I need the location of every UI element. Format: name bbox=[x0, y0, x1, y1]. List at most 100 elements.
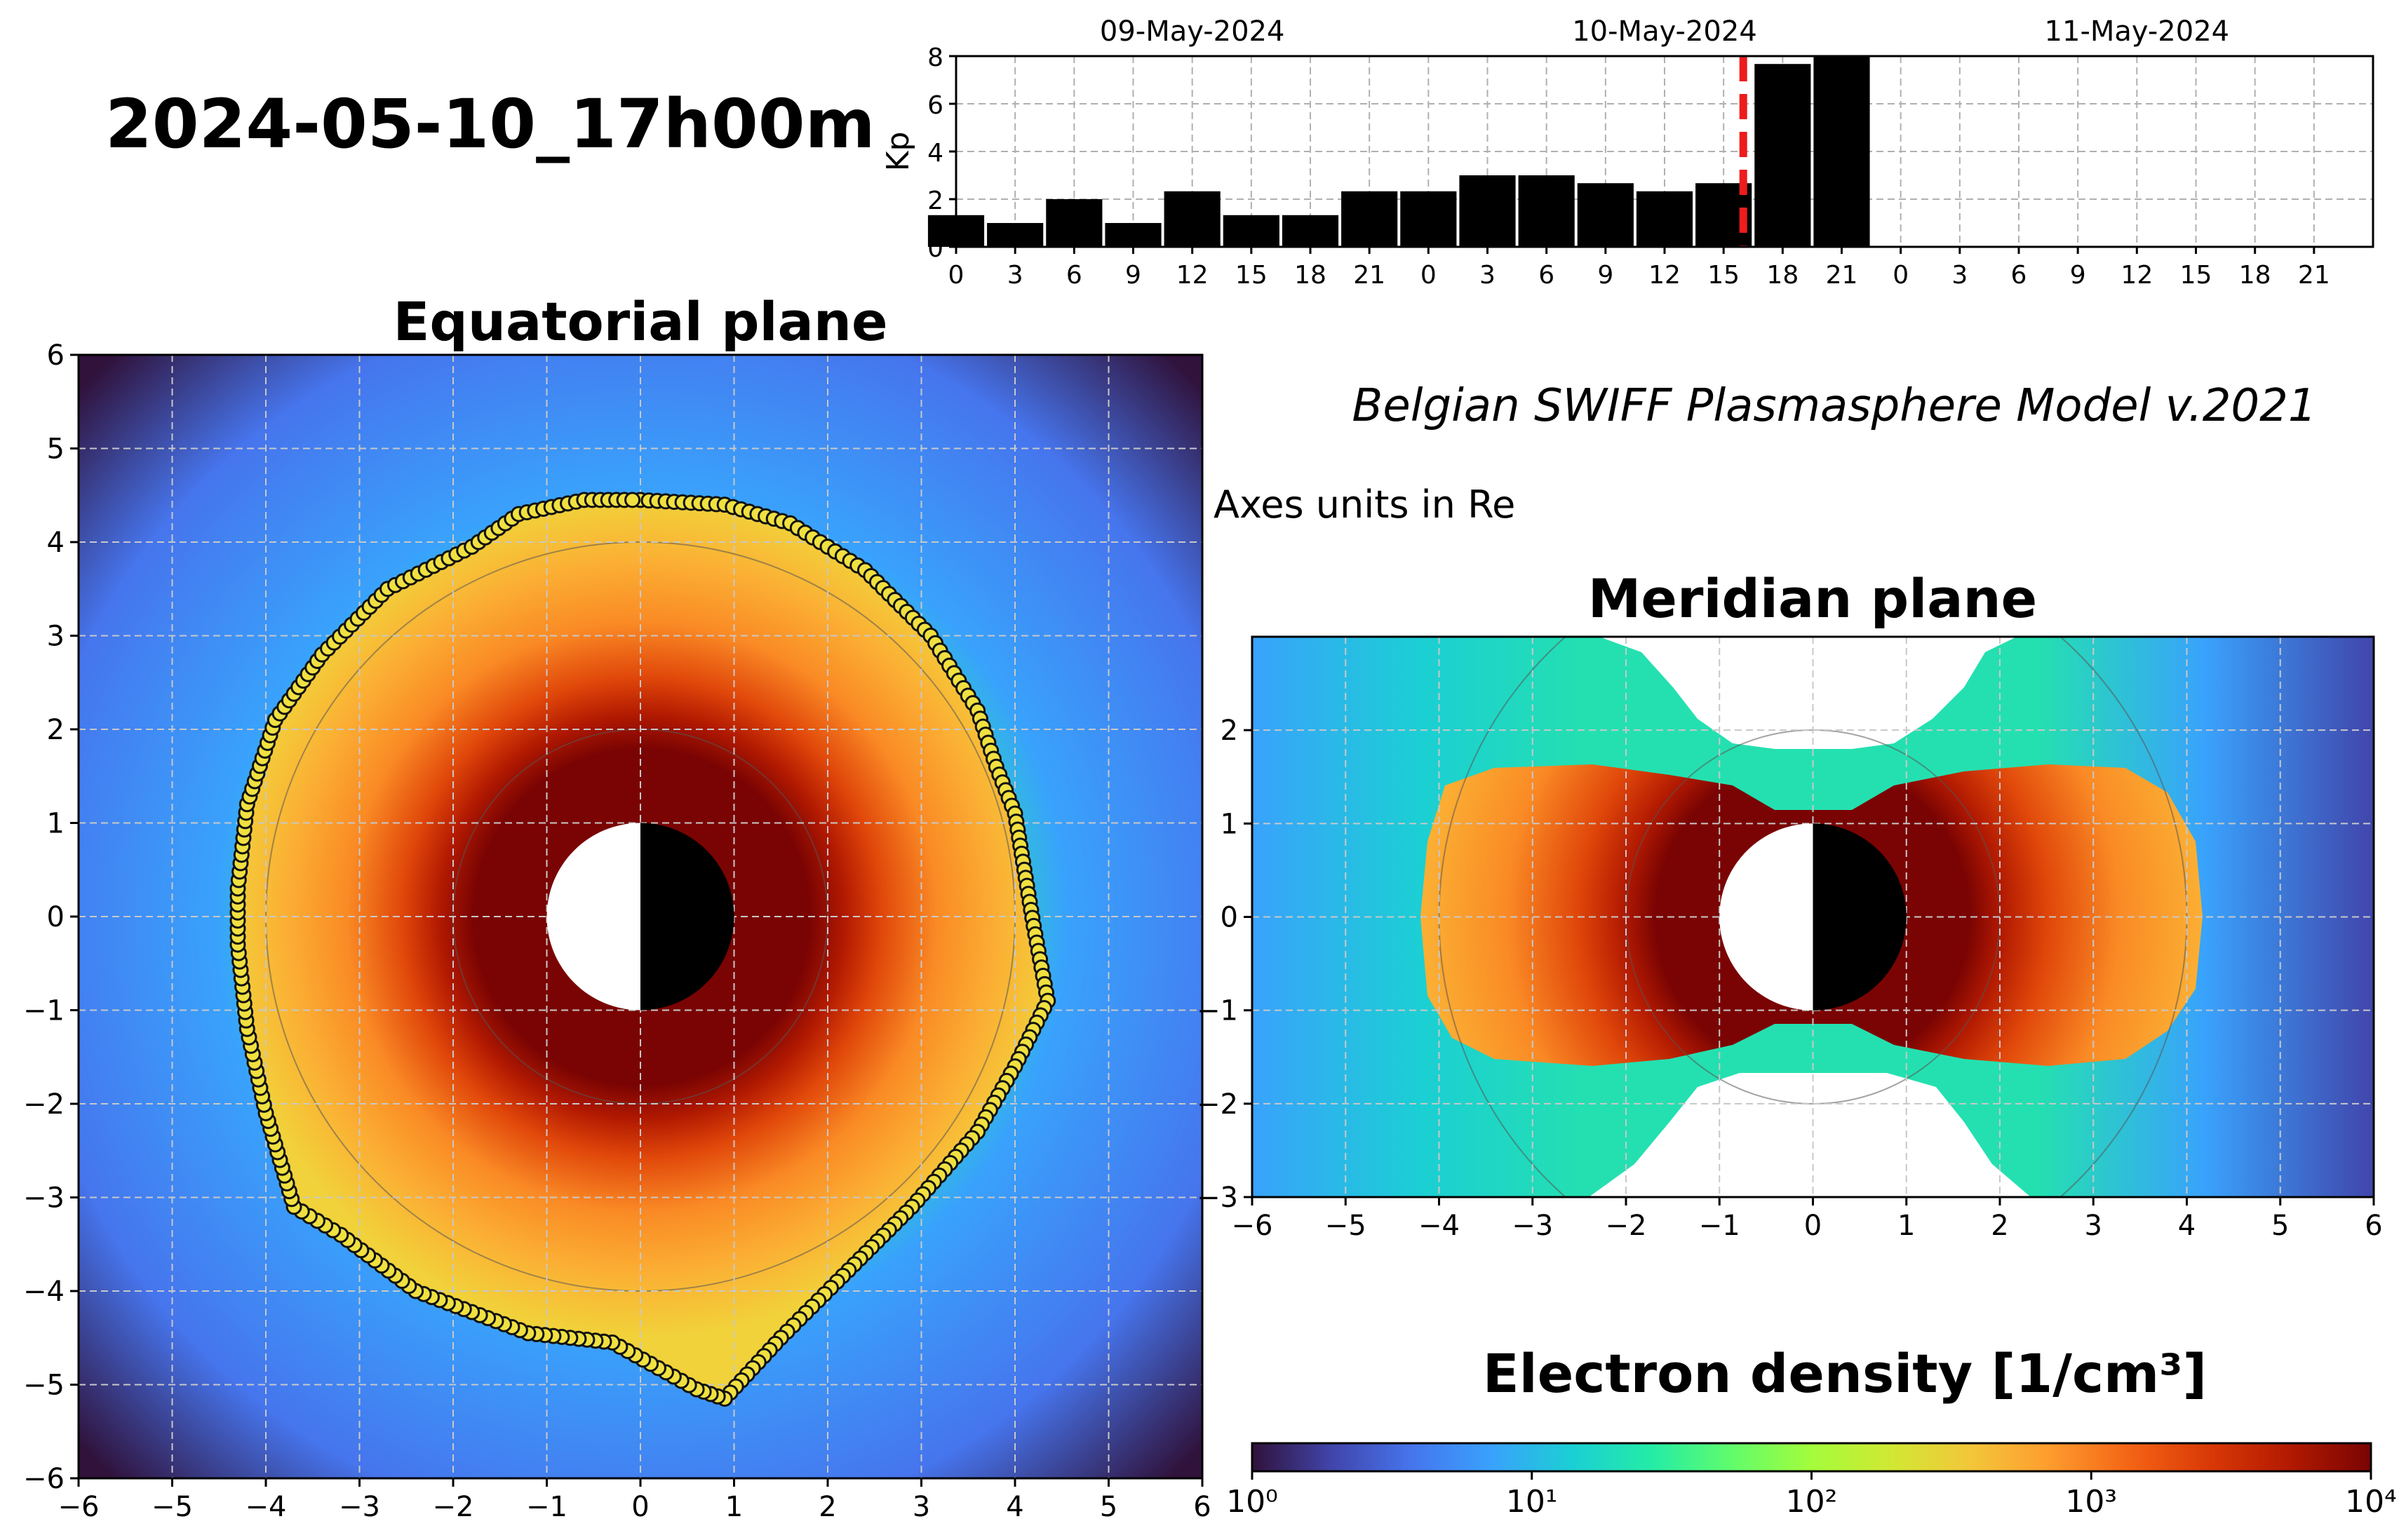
equatorial-ytick-label: −2 bbox=[23, 1088, 65, 1121]
colorbar-tick-label: 10² bbox=[1786, 1484, 1838, 1520]
meridian-plasmasphere-west bbox=[1420, 764, 1775, 1066]
kp-y-ticks: 0 2 4 6 8 bbox=[927, 43, 956, 263]
equatorial-ytick-label: 2 bbox=[47, 714, 65, 746]
kp-xtick-label: 0 bbox=[1420, 261, 1437, 290]
equatorial-ytick-label: 0 bbox=[47, 901, 65, 933]
meridian-ytick-label: 2 bbox=[1221, 715, 1238, 747]
kp-xtick-label: 18 bbox=[2239, 261, 2271, 290]
kp-xtick-label: 3 bbox=[1007, 261, 1023, 290]
meridian-earth-night-side bbox=[1813, 823, 1907, 1011]
kp-bar bbox=[1105, 223, 1162, 247]
kp-date-labels: 09-May-2024 10-May-2024 11-May-2024 bbox=[1100, 15, 2229, 48]
kp-ytick-label: 4 bbox=[927, 139, 943, 168]
kp-xtick-label: 0 bbox=[948, 261, 965, 290]
kp-xtick-label: 6 bbox=[1538, 261, 1554, 290]
kp-ytick-label: 0 bbox=[927, 234, 943, 263]
kp-bar bbox=[1341, 191, 1398, 247]
equatorial-xtick-label: 2 bbox=[819, 1491, 836, 1523]
kp-xtick-label: 9 bbox=[1597, 261, 1613, 290]
earth-day-side bbox=[546, 823, 640, 1011]
kp-bar bbox=[1813, 56, 1870, 247]
meridian-plasmasphere-east bbox=[1852, 764, 2203, 1066]
meridian-xtick-label: 1 bbox=[1897, 1210, 1915, 1242]
kp-date-label: 11-May-2024 bbox=[2045, 15, 2230, 48]
equatorial-xtick-label: −2 bbox=[433, 1491, 474, 1523]
kp-xtick-label: 12 bbox=[2121, 261, 2153, 290]
equatorial-xtick-label: −3 bbox=[339, 1491, 380, 1523]
kp-xtick-label: 3 bbox=[1951, 261, 1968, 290]
meridian-xtick-label: −5 bbox=[1325, 1210, 1366, 1242]
kp-xtick-label: 15 bbox=[2180, 261, 2212, 290]
kp-chart: 0 2 4 6 8 0 3 6 9 12 15 18 21 0 3 6 9 12 15 18 21 0 3 6 9 12 15 18… bbox=[880, 15, 2374, 290]
kp-xtick-label: 9 bbox=[2070, 261, 2086, 290]
timestamp-title: 2024-05-10_17h00m bbox=[105, 85, 875, 163]
kp-x-ticks: 0 3 6 9 12 15 18 21 0 3 6 9 12 15 18 21 0 3 6 9 12 15 18 21 bbox=[948, 247, 2330, 290]
earth-night-side bbox=[640, 823, 734, 1011]
colorbar-title: Electron density [1/cm³] bbox=[1483, 1342, 2207, 1405]
meridian-x-ticks: −6 −5 −4 −3 −2 −1 0 1 2 3 4 5 6 bbox=[1232, 1197, 2383, 1242]
equatorial-xtick-label: 0 bbox=[631, 1491, 649, 1523]
kp-bar bbox=[1518, 175, 1575, 247]
kp-bar bbox=[1636, 191, 1693, 247]
equatorial-title: Equatorial plane bbox=[394, 290, 888, 353]
meridian-xtick-label: −6 bbox=[1232, 1210, 1273, 1242]
kp-bar bbox=[1046, 199, 1103, 247]
kp-xtick-label: 12 bbox=[1648, 261, 1681, 290]
equatorial-xtick-label: −1 bbox=[526, 1491, 567, 1523]
plasmapause-points bbox=[229, 492, 1056, 1407]
kp-ylabel: Kp bbox=[880, 132, 916, 172]
meridian-title: Meridian plane bbox=[1588, 567, 2037, 630]
meridian-xtick-label: −3 bbox=[1512, 1210, 1553, 1242]
kp-xtick-label: 15 bbox=[1707, 261, 1740, 290]
equatorial-y-ticks: −6 −5 −4 −3 −2 −1 0 1 2 3 4 5 6 bbox=[23, 339, 79, 1495]
equatorial-ytick-label: −5 bbox=[23, 1370, 65, 1402]
colorbar-ticks: 10⁰ 10¹ 10² 10³ 10⁴ bbox=[1226, 1471, 2397, 1520]
equatorial-xtick-label: 3 bbox=[913, 1491, 930, 1523]
equatorial-xtick-label: −5 bbox=[152, 1491, 193, 1523]
meridian-ytick-label: 1 bbox=[1221, 808, 1238, 840]
kp-bar bbox=[1577, 183, 1634, 247]
equatorial-xtick-label: 1 bbox=[725, 1491, 743, 1523]
meridian-xtick-label: −4 bbox=[1418, 1210, 1460, 1242]
equatorial-xtick-label: −6 bbox=[58, 1491, 100, 1523]
kp-xtick-label: 15 bbox=[1235, 261, 1268, 290]
equatorial-ytick-label: 6 bbox=[47, 339, 65, 372]
meridian-ytick-label: −2 bbox=[1197, 1088, 1238, 1121]
kp-bar bbox=[1459, 175, 1516, 247]
kp-xtick-label: 6 bbox=[2011, 261, 2027, 290]
meridian-ytick-label: −1 bbox=[1197, 995, 1238, 1027]
kp-ytick-label: 8 bbox=[927, 43, 943, 72]
equatorial-x-ticks: −6 −5 −4 −3 −2 −1 0 1 2 3 4 5 6 bbox=[58, 1478, 1211, 1523]
kp-xtick-label: 21 bbox=[2298, 261, 2330, 290]
meridian-ytick-label: −3 bbox=[1197, 1182, 1238, 1214]
meridian-xtick-label: −2 bbox=[1606, 1210, 1647, 1242]
kp-bars bbox=[927, 56, 1870, 247]
meridian-plot bbox=[1252, 637, 2374, 1197]
colorbar-tick-label: 10¹ bbox=[1506, 1484, 1558, 1520]
equatorial-ytick-label: −3 bbox=[23, 1182, 65, 1215]
meridian-xtick-label: 6 bbox=[2365, 1210, 2382, 1242]
equatorial-ytick-label: 3 bbox=[47, 621, 65, 653]
kp-date-label: 09-May-2024 bbox=[1100, 15, 1285, 48]
meridian-grid bbox=[1252, 637, 2374, 1197]
colorbar-tick-label: 10⁴ bbox=[2345, 1484, 2397, 1520]
kp-bar bbox=[1223, 215, 1279, 247]
meridian-xtick-label: 2 bbox=[1991, 1210, 2008, 1242]
kp-bar bbox=[1754, 64, 1811, 247]
kp-xtick-label: 18 bbox=[1766, 261, 1799, 290]
colorbar-tick-label: 10³ bbox=[2065, 1484, 2117, 1520]
equatorial-xtick-label: 4 bbox=[1006, 1491, 1023, 1523]
equatorial-ytick-label: −1 bbox=[23, 995, 65, 1027]
kp-bar bbox=[1400, 191, 1457, 247]
meridian-ytick-label: 0 bbox=[1221, 902, 1238, 934]
kp-bar bbox=[987, 223, 1044, 247]
meridian-xtick-label: 3 bbox=[2085, 1210, 2102, 1242]
meridian-xtick-label: 0 bbox=[1804, 1210, 1822, 1242]
kp-xtick-label: 18 bbox=[1294, 261, 1326, 290]
equatorial-ytick-label: 4 bbox=[47, 527, 65, 559]
equatorial-ytick-label: −6 bbox=[23, 1463, 65, 1495]
meridian-xtick-label: −1 bbox=[1699, 1210, 1740, 1242]
equatorial-xtick-label: 5 bbox=[1100, 1491, 1117, 1523]
kp-xtick-label: 12 bbox=[1176, 261, 1209, 290]
